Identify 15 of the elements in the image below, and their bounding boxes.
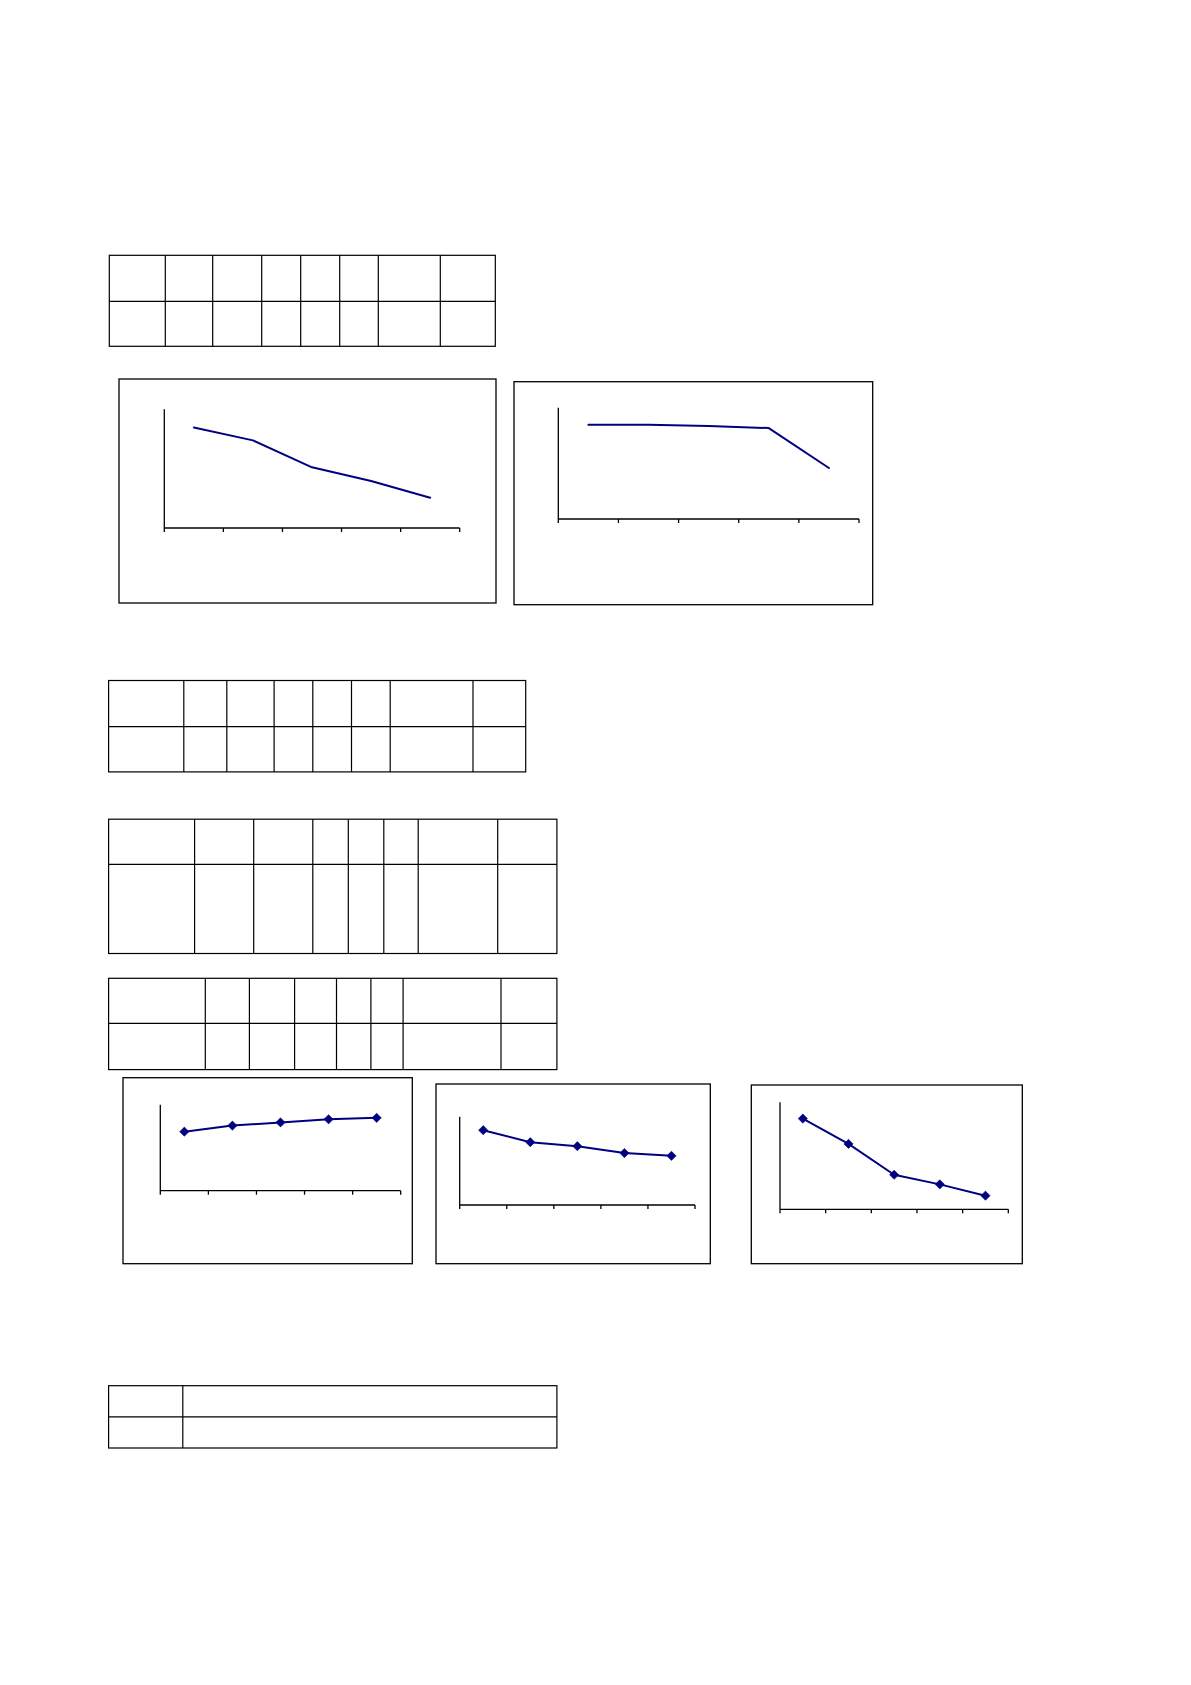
point	[934, 1179, 945, 1190]
point	[478, 1125, 489, 1136]
point	[179, 1126, 190, 1137]
point	[371, 1112, 382, 1123]
point	[666, 1150, 677, 1161]
point	[323, 1114, 334, 1125]
point	[572, 1141, 583, 1152]
point	[843, 1139, 854, 1149]
point	[525, 1137, 536, 1148]
point	[889, 1169, 900, 1180]
point	[227, 1120, 238, 1131]
point	[797, 1113, 808, 1124]
point	[275, 1117, 286, 1128]
point	[980, 1190, 991, 1201]
point	[619, 1148, 630, 1158]
